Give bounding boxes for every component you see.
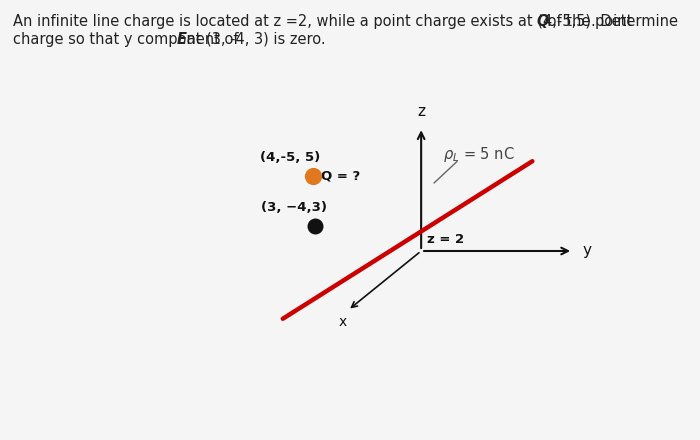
Text: Q: Q (536, 14, 549, 29)
Point (307, 173, 318, 180)
Text: charge so that y component of: charge so that y component of (13, 32, 243, 47)
Text: E: E (177, 32, 187, 47)
Text: of the point: of the point (543, 14, 633, 29)
Text: (4,-5, 5): (4,-5, 5) (260, 151, 321, 164)
Text: An infinite line charge is located at z =2, while a point charge exists at (4,-5: An infinite line charge is located at z … (13, 14, 682, 29)
Text: z: z (417, 104, 425, 119)
Text: at (3, -4, 3) is zero.: at (3, -4, 3) is zero. (182, 32, 326, 47)
Text: $\rho_L$ = 5 nC: $\rho_L$ = 5 nC (443, 145, 514, 164)
Text: z = 2: z = 2 (426, 233, 463, 246)
Text: Q = ?: Q = ? (321, 169, 360, 182)
Text: (3, −4,3): (3, −4,3) (261, 201, 327, 214)
Text: x: x (338, 315, 346, 330)
Text: y: y (583, 243, 592, 258)
Point (309, 222, 321, 229)
